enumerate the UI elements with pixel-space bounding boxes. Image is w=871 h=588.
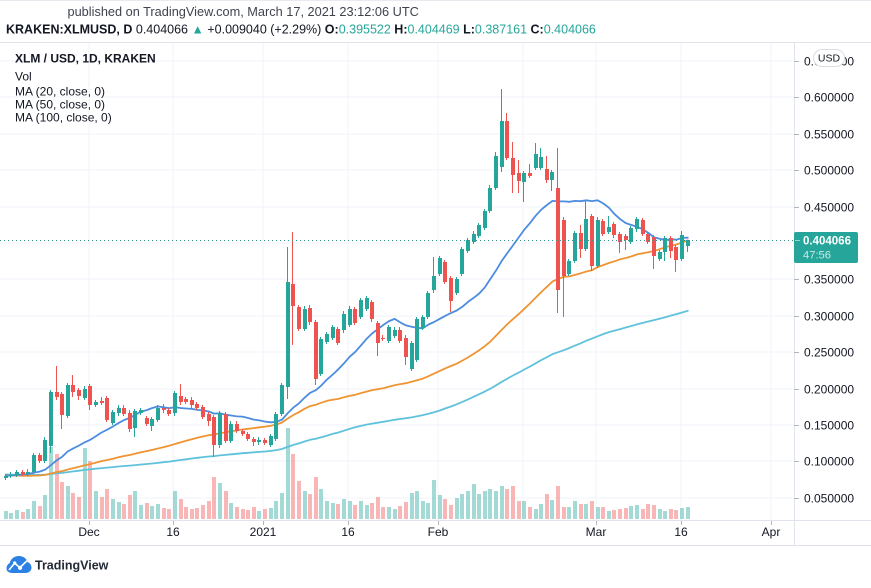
svg-text:USD: USD [818,53,841,65]
svg-text:published on TradingView.com,: published on TradingView.com, March 17, … [68,4,419,19]
svg-text:0.250000: 0.250000 [804,346,854,360]
svg-text:0.500000: 0.500000 [804,164,854,178]
svg-text:0.100000: 0.100000 [804,455,854,469]
svg-text:MA (100, close, 0): MA (100, close, 0) [15,111,112,125]
svg-text:Vol: Vol [15,70,32,84]
svg-text:KRAKEN:XLMUSD, D 0.404066 ▲ +0: KRAKEN:XLMUSD, D 0.404066 ▲ +0.009040 (+… [6,23,596,37]
svg-text:47:56: 47:56 [803,250,831,262]
svg-text:TradingView: TradingView [35,559,109,573]
svg-text:Apr: Apr [762,525,781,539]
svg-text:16: 16 [166,525,180,539]
svg-text:MA (50, close, 0): MA (50, close, 0) [15,98,105,112]
svg-text:16: 16 [674,525,688,539]
svg-text:0.350000: 0.350000 [804,273,854,287]
svg-text:0.550000: 0.550000 [804,128,854,142]
svg-text:MA (20, close, 0): MA (20, close, 0) [15,85,105,99]
svg-text:2021: 2021 [250,525,277,539]
svg-text:0.300000: 0.300000 [804,310,854,324]
svg-text:0.150000: 0.150000 [804,419,854,433]
svg-text:0.450000: 0.450000 [804,201,854,215]
svg-text:0.600000: 0.600000 [804,91,854,105]
svg-text:0.404066: 0.404066 [803,236,851,248]
svg-text:XLM / USD, 1D, KRAKEN: XLM / USD, 1D, KRAKEN [15,52,156,66]
svg-text:0.200000: 0.200000 [804,383,854,397]
svg-text:Mar: Mar [586,525,607,539]
svg-text:Feb: Feb [428,525,449,539]
svg-text:16: 16 [341,525,355,539]
svg-text:Dec: Dec [78,525,99,539]
svg-text:0.050000: 0.050000 [804,492,854,506]
